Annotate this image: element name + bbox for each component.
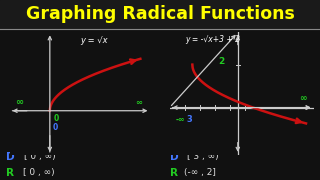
Text: y = -√x+3 + 2: y = -√x+3 + 2	[185, 35, 240, 44]
Text: -∞: -∞	[175, 115, 185, 124]
Text: 0: 0	[54, 114, 59, 123]
Text: R: R	[6, 168, 14, 178]
Text: ∞: ∞	[135, 98, 142, 107]
Text: D: D	[6, 152, 15, 162]
Text: 2: 2	[218, 57, 224, 66]
Text: y = √x: y = √x	[80, 36, 108, 45]
Text: Graphing Radical Functions: Graphing Radical Functions	[26, 5, 294, 23]
Text: 3: 3	[187, 115, 192, 124]
Text: 0: 0	[53, 123, 58, 132]
Text: [ 3 , ∞): [ 3 , ∞)	[187, 152, 219, 161]
Text: [ 0 , ∞): [ 0 , ∞)	[24, 152, 56, 161]
Text: [ 0 , ∞): [ 0 , ∞)	[23, 168, 55, 177]
Bar	[0, 0, 320, 29]
Text: ∞: ∞	[299, 94, 307, 103]
Text: R: R	[170, 168, 178, 178]
Text: ∞: ∞	[16, 97, 24, 107]
Text: (-∞ , 2]: (-∞ , 2]	[184, 168, 216, 177]
Text: D: D	[170, 152, 178, 162]
